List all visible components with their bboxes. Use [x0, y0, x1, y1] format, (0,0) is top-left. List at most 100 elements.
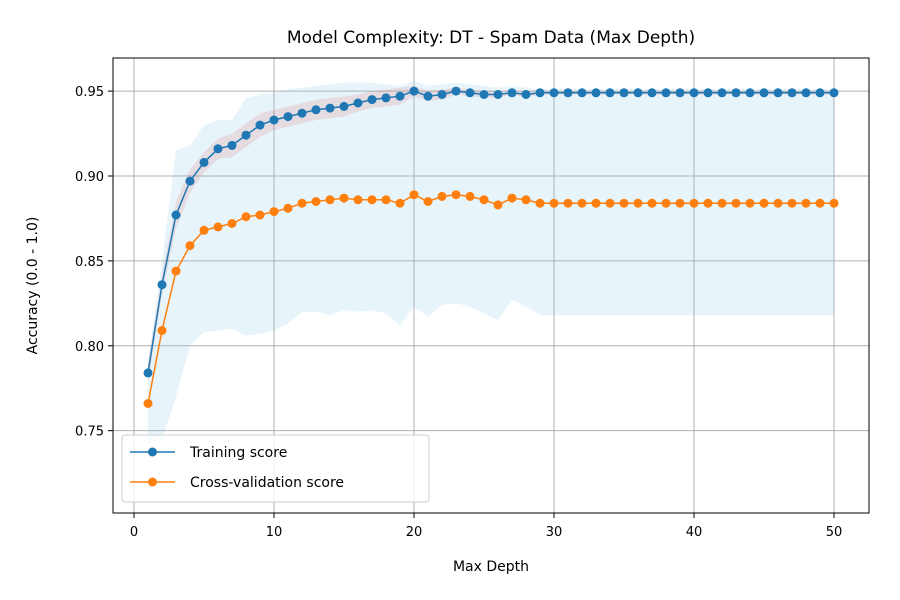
training-score-point [171, 210, 181, 220]
training-score-point [451, 86, 461, 96]
training-score-point [745, 88, 755, 98]
cv-score-point [409, 190, 419, 200]
cv-score-point [535, 198, 545, 208]
training-score-point [395, 91, 405, 101]
y-tick-label: 0.95 [75, 85, 104, 100]
cv-score-point [325, 195, 335, 205]
cv-score-point [577, 198, 587, 208]
legend-label-cv: Cross-validation score [190, 475, 344, 491]
cv-score-point [395, 198, 405, 208]
cv-score-point [829, 198, 839, 208]
cv-score-point [241, 212, 251, 222]
cv-score-point [633, 198, 643, 208]
cv-score-point [563, 198, 573, 208]
cv-score-point [381, 195, 391, 205]
training-score-point [325, 103, 335, 113]
training-score-point [241, 130, 251, 140]
cv-score-point [311, 197, 321, 206]
training-score-point [297, 108, 307, 118]
cv-score-point [675, 198, 685, 208]
training-score-point [773, 88, 783, 98]
training-score-point [577, 88, 587, 98]
training-score-point [199, 157, 209, 167]
cv-score-point [717, 198, 727, 208]
cv-score-point [297, 198, 307, 208]
cv-score-point [549, 198, 559, 208]
training-score-point [227, 140, 237, 150]
cv-score-point [787, 198, 797, 208]
training-score-point [605, 88, 615, 98]
x-tick-label: 0 [130, 525, 138, 540]
cv-score-point [661, 198, 671, 208]
training-score-point [787, 88, 797, 98]
cv-score-point [269, 207, 279, 217]
cv-score-point [801, 198, 811, 208]
training-score-point [213, 144, 223, 154]
y-tick-label: 0.80 [75, 340, 104, 355]
training-score-point [689, 88, 699, 98]
training-score-point [759, 88, 769, 98]
training-score-point [353, 98, 363, 108]
y-axis-label: Accuracy (0.0 - 1.0) [25, 217, 41, 355]
training-score-point [801, 88, 811, 98]
training-score-point [591, 88, 601, 98]
cv-score-point [521, 195, 531, 205]
legend-marker-training [148, 447, 157, 457]
cv-score-point [451, 190, 461, 200]
x-tick-label: 10 [266, 525, 283, 540]
legend: Training score Cross-validation score [121, 434, 430, 503]
cv-score-point [199, 225, 209, 235]
cv-score-point [605, 198, 615, 208]
x-tick-label: 30 [546, 525, 563, 540]
training-score-point [157, 280, 167, 290]
cv-score-point [703, 198, 713, 208]
training-score-point [367, 95, 377, 105]
cv-score-point [647, 198, 657, 208]
chart-title: Model Complexity: DT - Spam Data (Max De… [287, 28, 695, 48]
training-score-point [143, 368, 153, 378]
y-tick-label: 0.75 [75, 425, 104, 440]
series-lines [143, 86, 839, 408]
training-score-point [633, 88, 643, 98]
training-score-point [311, 105, 321, 115]
cv-score-point [759, 198, 769, 208]
grid [113, 58, 869, 513]
training-score-point [255, 120, 265, 130]
cv-score-point [143, 399, 153, 408]
cv-score-point [493, 200, 503, 210]
legend-marker-cv [148, 477, 157, 487]
y-tick-label: 0.90 [75, 170, 104, 185]
cv-score-point [157, 326, 167, 335]
cv-score-point [773, 198, 783, 208]
training-score-point [423, 91, 433, 101]
training-score-point [535, 88, 545, 98]
training-score-point [269, 115, 279, 125]
training-score-point [185, 176, 195, 186]
training-score-point [381, 93, 391, 103]
cv-score-point [185, 241, 195, 251]
training-score-point [661, 88, 671, 98]
cv-score-point [423, 197, 433, 206]
training-score-point [479, 90, 489, 99]
training-score-point [703, 88, 713, 98]
training-score-point [675, 88, 685, 98]
x-tick-label: 20 [406, 525, 423, 540]
x-tick-label: 50 [826, 525, 843, 540]
cv-score-point [479, 195, 489, 205]
cv-score-point [507, 193, 517, 203]
cv-score-point [283, 203, 293, 213]
training-score-point [717, 88, 727, 98]
cv-score-point [437, 191, 447, 201]
cv-score-band [148, 80, 834, 445]
training-score-point [815, 88, 825, 98]
axis-ticks: 0 10 20 30 40 50 0.75 0.80 0.85 0.90 0.95 [75, 85, 842, 540]
legend-box [121, 434, 430, 503]
y-tick-label: 0.85 [75, 255, 104, 270]
training-score-point [507, 88, 517, 98]
cv-score-point [465, 191, 475, 201]
plot-area-frame [112, 57, 870, 514]
variance-bands [148, 80, 834, 445]
training-score-point [619, 88, 629, 98]
training-score-point [493, 90, 503, 99]
